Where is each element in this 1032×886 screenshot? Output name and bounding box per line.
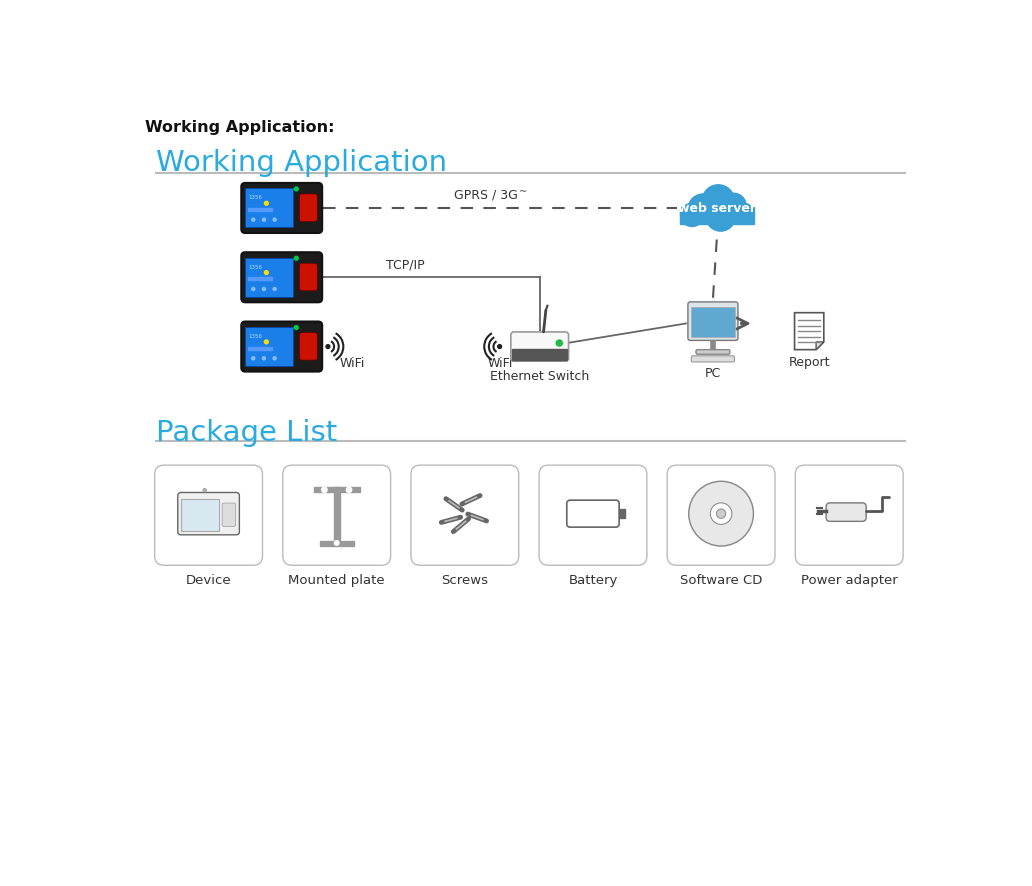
FancyBboxPatch shape	[827, 503, 866, 521]
Bar	[248, 208, 271, 211]
Text: PC: PC	[705, 367, 721, 379]
Circle shape	[294, 187, 298, 190]
Text: WiFi: WiFi	[340, 357, 365, 370]
Circle shape	[710, 503, 732, 525]
FancyBboxPatch shape	[155, 465, 262, 565]
Circle shape	[733, 203, 754, 224]
Circle shape	[294, 256, 298, 260]
Text: Software CD: Software CD	[680, 574, 763, 587]
Bar	[248, 346, 271, 350]
Text: Report: Report	[788, 356, 830, 369]
Text: Package List: Package List	[156, 419, 337, 447]
FancyBboxPatch shape	[411, 465, 519, 565]
Circle shape	[497, 345, 502, 348]
Bar	[314, 486, 360, 492]
Bar	[619, 509, 624, 518]
Circle shape	[556, 340, 562, 346]
Circle shape	[252, 287, 255, 291]
Circle shape	[262, 218, 265, 222]
Circle shape	[264, 340, 268, 344]
FancyBboxPatch shape	[299, 263, 317, 291]
Circle shape	[203, 488, 206, 492]
FancyBboxPatch shape	[691, 356, 735, 362]
Text: Device: Device	[186, 574, 231, 587]
Circle shape	[273, 357, 277, 360]
Circle shape	[273, 218, 277, 222]
FancyBboxPatch shape	[539, 465, 647, 565]
Text: Ethernet Switch: Ethernet Switch	[490, 369, 589, 383]
Circle shape	[680, 203, 705, 227]
Circle shape	[264, 270, 268, 275]
Circle shape	[252, 357, 255, 360]
Circle shape	[334, 540, 340, 545]
Polygon shape	[816, 342, 824, 350]
Polygon shape	[795, 313, 824, 350]
FancyBboxPatch shape	[567, 501, 619, 527]
Circle shape	[294, 326, 298, 330]
Circle shape	[322, 487, 327, 493]
Text: web server: web server	[678, 202, 755, 215]
Circle shape	[262, 287, 265, 291]
FancyBboxPatch shape	[241, 253, 322, 302]
FancyBboxPatch shape	[245, 189, 293, 228]
Text: TCP/IP: TCP/IP	[386, 258, 424, 271]
Text: Screws: Screws	[442, 574, 488, 587]
Circle shape	[702, 184, 735, 218]
Bar	[680, 207, 753, 224]
Circle shape	[252, 218, 255, 222]
FancyBboxPatch shape	[181, 499, 219, 531]
Bar	[333, 487, 340, 543]
Text: ~: ~	[519, 187, 527, 198]
Text: Battery: Battery	[569, 574, 617, 587]
Text: 1356: 1356	[249, 265, 262, 269]
Text: 1356: 1356	[249, 196, 262, 200]
Text: Working Application: Working Application	[156, 150, 447, 177]
Text: WiFi: WiFi	[487, 357, 513, 370]
FancyBboxPatch shape	[299, 194, 317, 222]
Text: GPRS / 3G: GPRS / 3G	[454, 189, 518, 202]
FancyBboxPatch shape	[245, 327, 293, 366]
FancyBboxPatch shape	[283, 465, 390, 565]
Text: Working Application:: Working Application:	[146, 120, 335, 136]
Circle shape	[716, 509, 725, 518]
FancyBboxPatch shape	[796, 465, 903, 565]
Circle shape	[264, 201, 268, 206]
Text: Power adapter: Power adapter	[801, 574, 898, 587]
Circle shape	[262, 357, 265, 360]
FancyBboxPatch shape	[245, 258, 293, 297]
FancyBboxPatch shape	[241, 183, 322, 233]
FancyBboxPatch shape	[178, 493, 239, 535]
Circle shape	[273, 287, 277, 291]
FancyBboxPatch shape	[688, 302, 738, 340]
FancyBboxPatch shape	[511, 332, 569, 361]
Circle shape	[326, 345, 330, 348]
Circle shape	[347, 487, 352, 493]
Bar	[512, 349, 567, 360]
Bar	[320, 540, 354, 546]
Circle shape	[705, 201, 736, 232]
FancyBboxPatch shape	[691, 307, 735, 337]
FancyBboxPatch shape	[696, 350, 730, 354]
FancyBboxPatch shape	[222, 503, 235, 526]
FancyBboxPatch shape	[299, 332, 317, 360]
Text: Mounted plate: Mounted plate	[288, 574, 385, 587]
Bar	[248, 277, 271, 280]
Circle shape	[688, 481, 753, 546]
Circle shape	[687, 193, 718, 224]
Text: 1356: 1356	[249, 334, 262, 339]
FancyBboxPatch shape	[668, 465, 775, 565]
FancyBboxPatch shape	[241, 322, 322, 371]
Circle shape	[720, 192, 747, 219]
